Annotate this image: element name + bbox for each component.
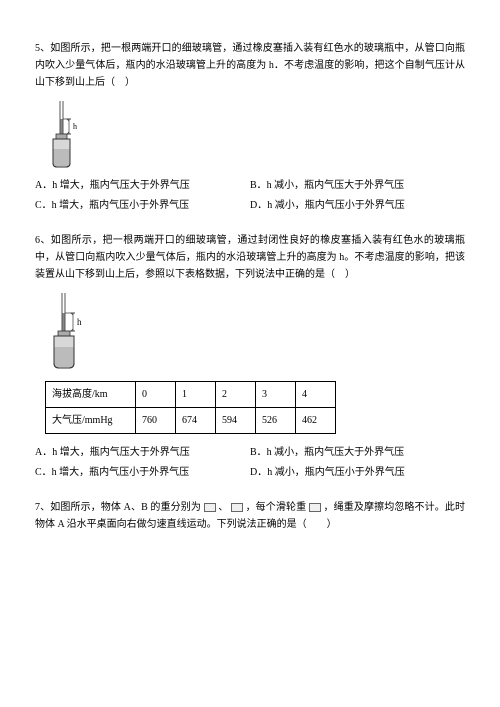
question-6: 6、如图所示，把一根两端开口的细玻璃管，通过封闭性良好的橡皮塞插入装有红色水的玻… xyxy=(35,232,465,481)
height-label: h xyxy=(73,122,77,131)
cell: 0 xyxy=(136,382,176,408)
row1-label: 海拔高度/km xyxy=(46,382,136,408)
q6-options-row-2: C．h 增大，瓶内气压小于外界气压 D．h 减小，瓶内气压小于外界气压 xyxy=(35,464,465,481)
question-7-text: 7、如图所示，物体 A、B 的重分别为 、 ，每个滑轮重 ，绳重及摩擦均忽略不计… xyxy=(35,499,465,533)
cell: 3 xyxy=(256,382,296,408)
bottle-icon: h xyxy=(43,99,88,169)
q5-option-d: D．h 减小，瓶内气压小于外界气压 xyxy=(250,197,465,214)
cell: 594 xyxy=(216,408,256,434)
cell: 526 xyxy=(256,408,296,434)
altitude-pressure-table: 海拔高度/km 0 1 2 3 4 大气压/mmHg 760 674 594 5… xyxy=(45,381,336,434)
height-label: h xyxy=(77,317,82,327)
question-5: 5、如图所示，把一根两端开口的细玻璃管，通过橡皮塞插入装有红色水的玻璃瓶中，从管… xyxy=(35,40,465,214)
q7-text-before: 7、如图所示，物体 A、B 的重分别为 xyxy=(35,502,204,513)
q6-options-row-1: A．h 增大，瓶内气压大于外界气压 B．h 减小，瓶内气压大于外界气压 xyxy=(35,444,465,461)
table-row: 海拔高度/km 0 1 2 3 4 xyxy=(46,382,336,408)
q6-option-c: C．h 增大，瓶内气压小于外界气压 xyxy=(35,464,250,481)
table-row: 大气压/mmHg 760 674 594 526 462 xyxy=(46,408,336,434)
q5-option-c: C．h 增大，瓶内气压小于外界气压 xyxy=(35,197,250,214)
cell: 4 xyxy=(296,382,336,408)
question-5-text: 5、如图所示，把一根两端开口的细玻璃管，通过橡皮塞插入装有红色水的玻璃瓶中，从管… xyxy=(35,40,465,91)
formula-placeholder-icon xyxy=(309,503,321,512)
cell: 2 xyxy=(216,382,256,408)
q5-option-b: B．h 减小，瓶内气压大于外界气压 xyxy=(250,177,465,194)
question-5-figure: h xyxy=(43,99,465,169)
question-7: 7、如图所示，物体 A、B 的重分别为 、 ，每个滑轮重 ，绳重及摩擦均忽略不计… xyxy=(35,499,465,533)
q7-text-mid1: 、 xyxy=(216,502,231,513)
cell: 674 xyxy=(176,408,216,434)
q7-text-mid2: ，每个滑轮重 xyxy=(243,502,309,513)
cell: 1 xyxy=(176,382,216,408)
q6-option-b: B．h 减小，瓶内气压大于外界气压 xyxy=(250,444,465,461)
formula-placeholder-icon xyxy=(231,503,243,512)
q6-option-d: D．h 减小，瓶内气压小于外界气压 xyxy=(250,464,465,481)
question-6-text: 6、如图所示，把一根两端开口的细玻璃管，通过封闭性良好的橡皮塞插入装有红色水的玻… xyxy=(35,232,465,283)
row2-label: 大气压/mmHg xyxy=(46,408,136,434)
question-6-figure: h xyxy=(43,291,465,371)
q6-option-a: A．h 增大，瓶内气压大于外界气压 xyxy=(35,444,250,461)
bottle-icon: h xyxy=(43,291,93,371)
formula-placeholder-icon xyxy=(204,503,216,512)
q5-options-row-2: C．h 增大，瓶内气压小于外界气压 D．h 减小，瓶内气压小于外界气压 xyxy=(35,197,465,214)
q5-options-row-1: A．h 增大，瓶内气压大于外界气压 B．h 减小，瓶内气压大于外界气压 xyxy=(35,177,465,194)
cell: 760 xyxy=(136,408,176,434)
q5-option-a: A．h 增大，瓶内气压大于外界气压 xyxy=(35,177,250,194)
cell: 462 xyxy=(296,408,336,434)
